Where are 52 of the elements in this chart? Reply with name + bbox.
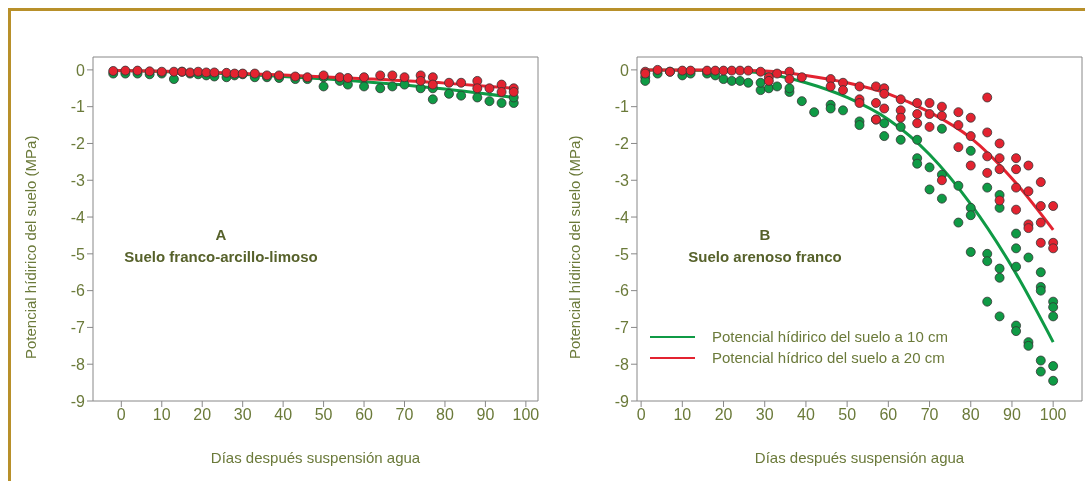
x-tick-label: 40 — [274, 406, 293, 424]
x-tick-label: 0 — [636, 406, 646, 424]
x-axis-title: Días después suspensión agua — [210, 449, 421, 466]
y-tick-label: 0 — [620, 61, 630, 79]
y-tick-label: -2 — [70, 135, 86, 153]
x-tick-label: 50 — [838, 406, 857, 424]
x-tick-label: 0 — [116, 406, 126, 424]
y-tick-label: -4 — [614, 208, 630, 226]
annotation: Suelo franco-arcillo-limoso — [123, 248, 319, 265]
x-tick-label: 50 — [314, 406, 333, 424]
x-tick-label: 70 — [395, 406, 414, 424]
y-tick-label: -6 — [70, 282, 86, 300]
y-axis-title: Potencial hídirico del suelo (MPa) — [566, 135, 584, 359]
x-tick-label: 100 — [1039, 406, 1067, 424]
y-tick-label: -5 — [70, 245, 86, 263]
x-tick-label: 90 — [1003, 406, 1021, 424]
y-tick-label: -3 — [614, 171, 630, 189]
y-tick-label: -9 — [70, 392, 86, 410]
annotation: Suelo arenoso franco — [687, 248, 843, 265]
x-tick-label: 10 — [673, 406, 692, 424]
y-tick-label: -8 — [614, 355, 630, 373]
x-tick-label: 30 — [233, 406, 252, 424]
x-tick-label: 90 — [476, 406, 495, 424]
y-tick-label: -8 — [70, 355, 86, 373]
y-tick-label: 0 — [76, 61, 86, 79]
y-tick-label: -7 — [70, 319, 86, 337]
x-tick-label: 70 — [920, 406, 939, 424]
y-tick-label: -7 — [614, 319, 630, 337]
y-tick-label: -4 — [70, 208, 86, 226]
x-tick-label: 40 — [797, 406, 815, 424]
x-tick-label: 30 — [755, 406, 774, 424]
x-tick-label: 10 — [152, 406, 171, 424]
legend-label: Potencial hídrico del suelo a 20 cm — [712, 349, 945, 366]
y-tick-label: -1 — [70, 98, 86, 116]
x-tick-label: 20 — [193, 406, 212, 424]
annotation: A — [214, 226, 228, 243]
y-tick-label: -6 — [614, 282, 630, 300]
legend-label: Potencial hídirico del suelo a 10 cm — [712, 328, 948, 345]
y-tick-label: -5 — [614, 245, 630, 263]
annotation: B — [758, 226, 772, 243]
y-axis-title: Potencial hídirico del suelo (MPa) — [22, 135, 40, 359]
y-tick-label: -2 — [614, 135, 630, 153]
y-tick-label: -9 — [614, 392, 630, 410]
x-axis-title: Días después suspensión agua — [754, 449, 965, 466]
x-tick-label: 60 — [355, 406, 374, 424]
x-tick-label: 80 — [961, 406, 980, 424]
x-tick-label: 60 — [879, 406, 898, 424]
y-tick-label: -1 — [614, 98, 630, 116]
x-tick-label: 100 — [512, 406, 540, 424]
y-tick-label: -3 — [70, 171, 86, 189]
x-tick-label: 20 — [714, 406, 733, 424]
x-tick-label: 80 — [436, 406, 454, 424]
